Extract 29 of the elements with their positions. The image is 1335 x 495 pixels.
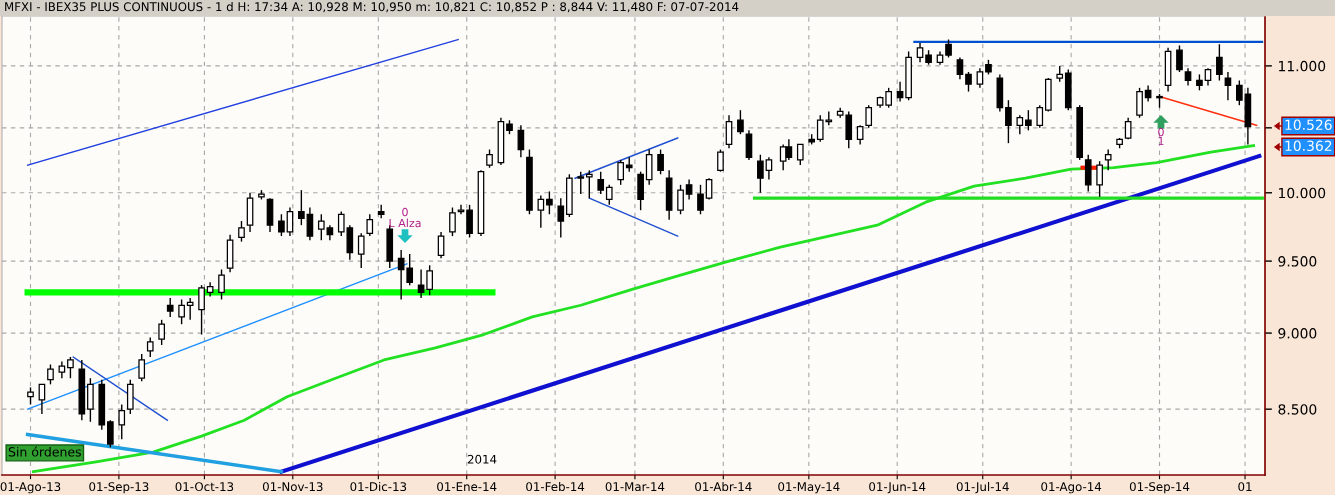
- y-tick-label: 9.000: [1278, 328, 1317, 339]
- annotation: 2014: [467, 454, 497, 464]
- x-tick-label: 01-May-14: [778, 482, 840, 494]
- x-tick-label: 01-Abr-14: [695, 481, 752, 492]
- x-tick-label: 01-Ene-14: [437, 482, 497, 492]
- x-tick-label: 01-Sep-14: [1129, 482, 1190, 494]
- x-tick-label: 01-Dic-13: [350, 481, 407, 492]
- y-tick-label: 9.500: [1278, 256, 1317, 267]
- y-tick-label: 8.500: [1278, 404, 1317, 415]
- x-tick-label: 01-Oct-13: [175, 482, 234, 492]
- y-tick-label: 10.000: [1279, 187, 1326, 199]
- x-tick-label: 01-Jul-14: [956, 481, 1009, 494]
- x-tick-label: 01-Ago-13: [0, 482, 61, 494]
- text: 10.362: [1285, 140, 1332, 152]
- x-tick-label: 01-Feb-14: [526, 481, 585, 492]
- x-tick-label: 01-Nov-13: [262, 482, 323, 492]
- x-tick-label: 01-Ago-14: [1041, 482, 1102, 494]
- x-tick-label: 01-Mar-14: [605, 482, 665, 492]
- annotation: Sin órdenes: [8, 446, 82, 457]
- annotation: L Alza: [389, 218, 421, 228]
- annotation: 0: [1158, 127, 1164, 137]
- annotation: 0: [402, 207, 408, 217]
- chart-title: MFXI - IBEX35 PLUS CONTINUOUS - 1 d H: 17:34 A: 10,928 M: 10,950 m: 10,821 C: 10,852 P : 8,844 V: 11,480 F: 07-07-2014: [5, 2, 739, 13]
- x-tick-label: 01-Sep-13: [89, 482, 149, 494]
- x-tick-label: 01: [1238, 482, 1252, 492]
- text: 10.526: [1285, 119, 1332, 131]
- x-tick-label: 01-Jun-14: [869, 482, 926, 494]
- annotation: 1: [1158, 136, 1164, 146]
- y-tick-label: 11.000: [1279, 60, 1326, 72]
